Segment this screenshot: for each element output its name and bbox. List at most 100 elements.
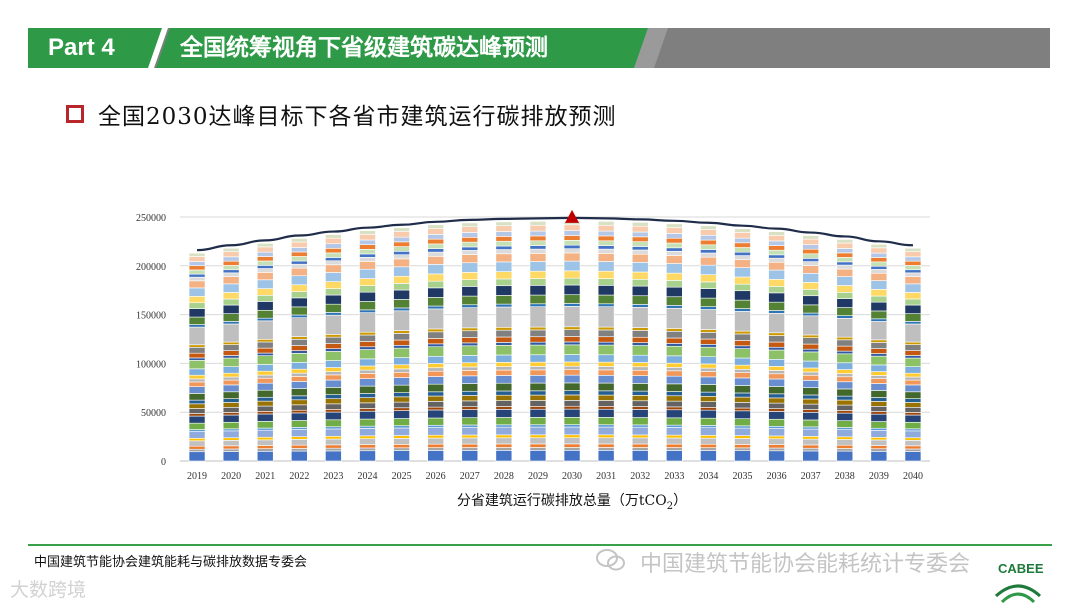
bar-segment — [325, 294, 342, 305]
bar-segment — [427, 409, 444, 419]
bar-segment — [359, 278, 376, 286]
bar-segment — [291, 350, 308, 354]
bar-segment — [802, 409, 819, 413]
bar-segment — [427, 401, 444, 408]
bar-segment — [904, 265, 922, 271]
bar-segment — [495, 240, 513, 247]
bar-segment — [529, 336, 547, 343]
bar-segment — [427, 434, 444, 439]
bar-segment — [222, 428, 240, 432]
bar-segment — [597, 221, 615, 226]
x-tick-label: 2022 — [289, 471, 309, 482]
bar-segment — [325, 336, 342, 344]
bar-segment — [529, 221, 547, 226]
bar-segment — [734, 340, 751, 347]
bar-segment — [427, 376, 444, 385]
bar-segment — [427, 251, 444, 257]
bar-segment — [529, 278, 547, 286]
bar-segment — [700, 288, 717, 299]
bar-segment — [529, 306, 547, 328]
bar-segment — [563, 252, 581, 262]
footer-source: 中国建筑节能协会建筑能耗与碳排放数据专委会 — [34, 555, 308, 570]
y-tick-label: 200000 — [136, 262, 166, 273]
bar-segment — [325, 288, 342, 296]
bar-segment — [597, 375, 615, 384]
bar-segment — [291, 291, 308, 299]
bar-segment — [734, 364, 751, 370]
bar-segment — [597, 253, 615, 262]
bar-segment — [291, 284, 308, 292]
chart-bars — [188, 220, 922, 462]
bar-segment — [495, 447, 513, 451]
bar-segment — [291, 306, 308, 316]
bar-segment — [836, 336, 854, 341]
bar-segment — [393, 289, 410, 300]
y-tick-label: 250000 — [136, 213, 166, 224]
bar-segment — [631, 417, 649, 426]
bar-segment — [563, 450, 581, 462]
bar-segment — [495, 236, 513, 242]
bar-segment — [325, 264, 342, 273]
bar-segment — [563, 437, 581, 445]
bar-segment — [188, 431, 206, 439]
bar-segment — [563, 354, 581, 363]
bar-segment — [325, 272, 342, 282]
bar-segment — [666, 437, 683, 445]
bar-segment — [461, 409, 479, 418]
bar-segment — [768, 378, 785, 387]
bar-segment — [427, 273, 444, 282]
bar-segment — [768, 235, 785, 242]
bar-segment — [597, 326, 615, 331]
bar-segment — [666, 406, 683, 411]
bar-segment — [393, 236, 410, 243]
bar-segment — [904, 437, 922, 441]
bar-segment — [666, 395, 683, 402]
bar-segment — [666, 227, 683, 234]
bar-segment — [529, 447, 547, 451]
bar-segment — [188, 408, 206, 414]
bar-segment — [222, 412, 240, 416]
bar-segment — [495, 394, 513, 401]
bar-segment — [256, 251, 274, 257]
bar-segment — [393, 299, 410, 309]
bar-segment — [359, 253, 376, 258]
bar-segment — [597, 450, 615, 462]
bar-segment — [700, 264, 717, 275]
bar-segment — [563, 224, 581, 231]
bar-segment — [802, 334, 819, 338]
bar-segment — [427, 424, 444, 428]
bar-segment — [325, 371, 342, 376]
bar-segment — [495, 295, 513, 305]
bar-segment — [631, 249, 649, 255]
bar-segment — [666, 305, 683, 309]
bar-segment — [495, 231, 513, 237]
bar-segment — [495, 409, 513, 418]
bar-segment — [734, 251, 751, 256]
bar-segment — [495, 354, 513, 363]
bar-segment — [393, 251, 410, 256]
bar-segment — [802, 374, 819, 381]
bar-segment — [870, 265, 888, 270]
bar-segment — [461, 434, 479, 439]
bar-segment — [631, 406, 649, 410]
bar-segment — [325, 360, 342, 368]
bar-segment — [461, 226, 479, 233]
bar-segment — [836, 427, 854, 430]
bar-segment — [768, 447, 785, 452]
bar-segment — [734, 377, 751, 386]
bar-segment — [359, 444, 376, 449]
bar-segment — [222, 260, 240, 266]
bar-segment — [870, 321, 888, 341]
bar-segment — [802, 444, 819, 449]
bar-segment — [904, 384, 922, 393]
bar-segment — [495, 253, 513, 263]
bar-stack — [461, 222, 479, 462]
bar-segment — [359, 365, 376, 371]
bar-segment — [393, 425, 410, 429]
bar-segment — [768, 301, 785, 311]
bar-segment — [631, 369, 649, 376]
bar-segment — [529, 400, 547, 407]
bar-segment — [359, 261, 376, 270]
bar-segment — [870, 280, 888, 290]
bar-segment — [597, 285, 615, 296]
